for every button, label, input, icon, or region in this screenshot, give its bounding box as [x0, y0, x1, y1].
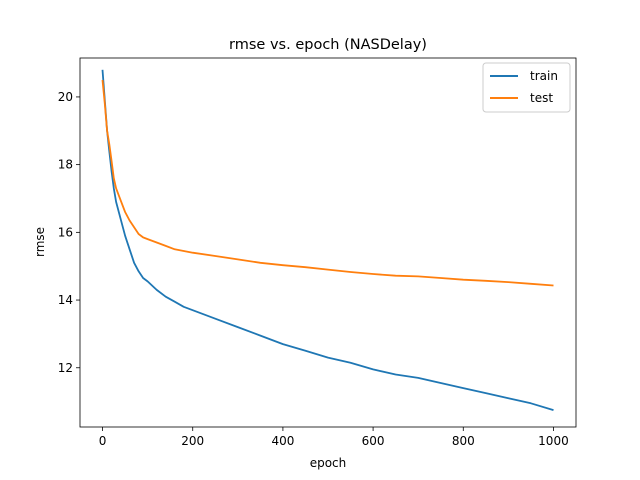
y-tick-label: 18	[58, 158, 73, 172]
x-tick-label: 800	[452, 434, 475, 448]
x-tick-label: 200	[181, 434, 204, 448]
y-axis-ticks: 12 14 16 18 20	[58, 90, 80, 375]
y-axis-label: rmse	[33, 227, 47, 257]
series-line-train	[101, 69, 554, 411]
series-layer	[101, 69, 554, 411]
x-tick-label: 1000	[538, 434, 569, 448]
y-tick-label: 20	[58, 90, 73, 104]
x-axis-label: epoch	[310, 456, 347, 470]
chart-title: rmse vs. epoch (NASDelay)	[229, 37, 427, 53]
x-tick-label: 600	[362, 434, 385, 448]
series-line-test	[101, 79, 554, 287]
y-tick-label: 14	[58, 293, 73, 307]
x-axis-ticks: 0 200 400 600 800 1000	[99, 427, 569, 448]
legend-label-test: test	[530, 91, 553, 105]
x-tick-label: 400	[271, 434, 294, 448]
y-tick-label: 12	[58, 361, 73, 375]
axes-background	[80, 58, 576, 427]
legend: train test	[482, 62, 571, 113]
y-tick-label: 16	[58, 225, 73, 239]
axes-frame	[79, 57, 577, 428]
plot-area	[79, 57, 577, 428]
legend-label-train: train	[530, 69, 558, 83]
x-tick-label: 0	[99, 434, 107, 448]
